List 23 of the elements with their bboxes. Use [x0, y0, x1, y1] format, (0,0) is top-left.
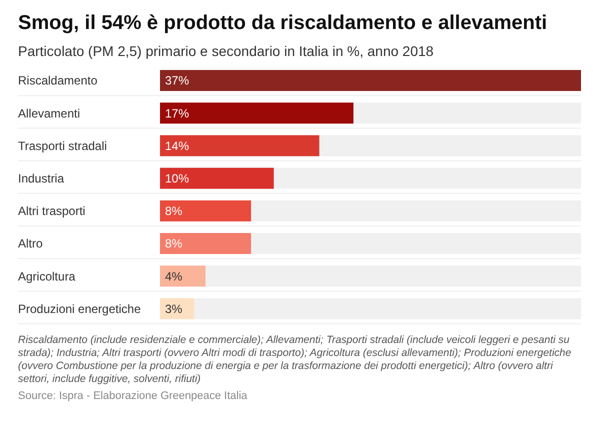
y-tick-label: Produzioni energetiche — [18, 302, 142, 316]
bar — [160, 200, 252, 222]
bar — [160, 233, 252, 254]
y-tick-label: Trasporti stradali — [18, 138, 107, 153]
data-label: 3% — [165, 302, 183, 316]
data-label: 4% — [165, 269, 183, 284]
y-tick-label: Industria — [18, 172, 64, 186]
data-label: 17% — [165, 106, 190, 120]
data-label: 14% — [165, 138, 190, 153]
text: Riscaldamento (include residenziale e commerciale); Allevamenti; Trasporti stradali (include veicoli leggeri e pesanti su strada); Industria; Altri trasporti (ovvero Altri modi di trasporto); Agricoltura (esclusi allevamenti); Produzioni energetiche (ovvero Combustione per la produzione di energia e per la trasformazione dei prodotti energetici); Altro (ovvero altri settori, include fuggitive, solventi, rifiuti) — [18, 334, 572, 386]
y-tick-label: Altro — [18, 236, 43, 251]
source-note: Source: Ispra - Elaborazione Greenpeace Italia — [18, 390, 248, 403]
bar — [160, 266, 206, 287]
data-label: 8% — [165, 204, 183, 218]
data-label: 8% — [165, 236, 183, 251]
chart-subtitle: Particolato (PM 2,5) primario e secondario in Italia in %, anno 2018 — [18, 43, 435, 59]
y-tick-label: Altri trasporti — [18, 204, 86, 218]
chart-title: Smog, il 54% è prodotto da riscaldamento e allevamenti — [18, 12, 548, 35]
y-tick-label: Agricoltura — [18, 269, 76, 284]
y-tick-label: Allevamenti — [18, 106, 80, 120]
y-tick-label: Riscaldamento — [18, 74, 98, 88]
data-label: 37% — [165, 74, 190, 88]
data-label: 10% — [165, 172, 190, 186]
